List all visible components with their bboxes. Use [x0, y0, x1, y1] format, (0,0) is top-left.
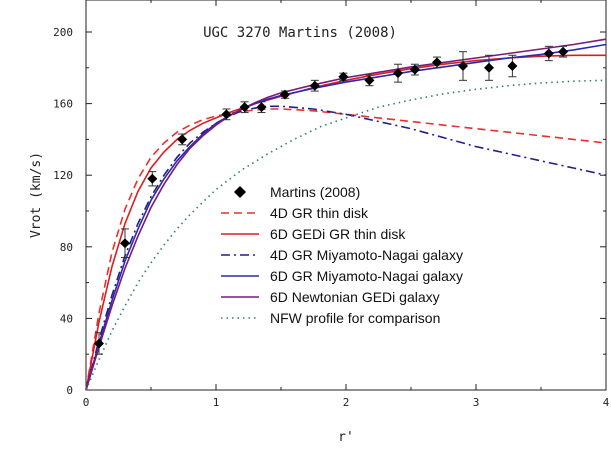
- data-point: [94, 338, 104, 349]
- legend-label: 6D GR Miyamoto-Nagai galaxy: [270, 268, 463, 284]
- y-tick-label: 200: [53, 26, 73, 39]
- series-line: [85, 105, 607, 391]
- legend-label: 6D GEDi GR thin disk: [270, 226, 406, 242]
- series-line: [85, 108, 607, 391]
- data-point: [120, 238, 130, 249]
- x-tick-label: 3: [473, 396, 480, 409]
- data-point: [507, 61, 518, 72]
- data-point: [221, 109, 232, 120]
- series-line: [85, 54, 606, 391]
- y-axis-title: Vrot (km/s): [29, 152, 44, 238]
- legend: Martins (2008) 4D GR thin disk 6D GEDi GR …: [221, 184, 463, 326]
- x-tick-label: 1: [213, 396, 220, 409]
- legend-label: 4D GR thin disk: [270, 205, 369, 221]
- data-point: [279, 89, 290, 100]
- data-point: [409, 64, 420, 75]
- y-tick-label: 0: [66, 384, 73, 397]
- legend-marker: [234, 186, 246, 198]
- x-tick-label: 4: [603, 396, 610, 409]
- data-point: [364, 75, 375, 86]
- chart-title: UGC 3270 Martins (2008): [203, 25, 397, 41]
- data-point: [147, 173, 158, 184]
- legend-label: NFW profile for comparison: [270, 310, 440, 326]
- data-point: [558, 46, 569, 57]
- y-tick-label: 120: [53, 169, 73, 182]
- data-point: [309, 80, 320, 91]
- data-point: [458, 61, 468, 72]
- y-tick-label: 160: [53, 98, 73, 111]
- y-tick-label: 40: [60, 312, 73, 325]
- data-point: [177, 134, 188, 145]
- data-point: [432, 57, 442, 68]
- series-line: [85, 79, 607, 391]
- series-line: [85, 38, 607, 391]
- data-point: [393, 68, 403, 79]
- y-tick-label: 80: [60, 241, 73, 254]
- data-point: [484, 62, 494, 73]
- x-tick-label: 2: [343, 396, 350, 409]
- legend-label: Martins (2008): [270, 184, 360, 200]
- x-axis-title: r': [338, 430, 354, 445]
- x-tick-label: 0: [83, 396, 90, 409]
- data-point: [256, 102, 267, 113]
- data-points-layer: [94, 45, 569, 355]
- legend-label: 4D GR Miyamoto-Nagai galaxy: [270, 247, 463, 263]
- legend-label: 6D Newtonian GEDi galaxy: [270, 289, 440, 305]
- data-point: [239, 102, 250, 113]
- data-point: [338, 71, 349, 82]
- data-point: [543, 48, 554, 59]
